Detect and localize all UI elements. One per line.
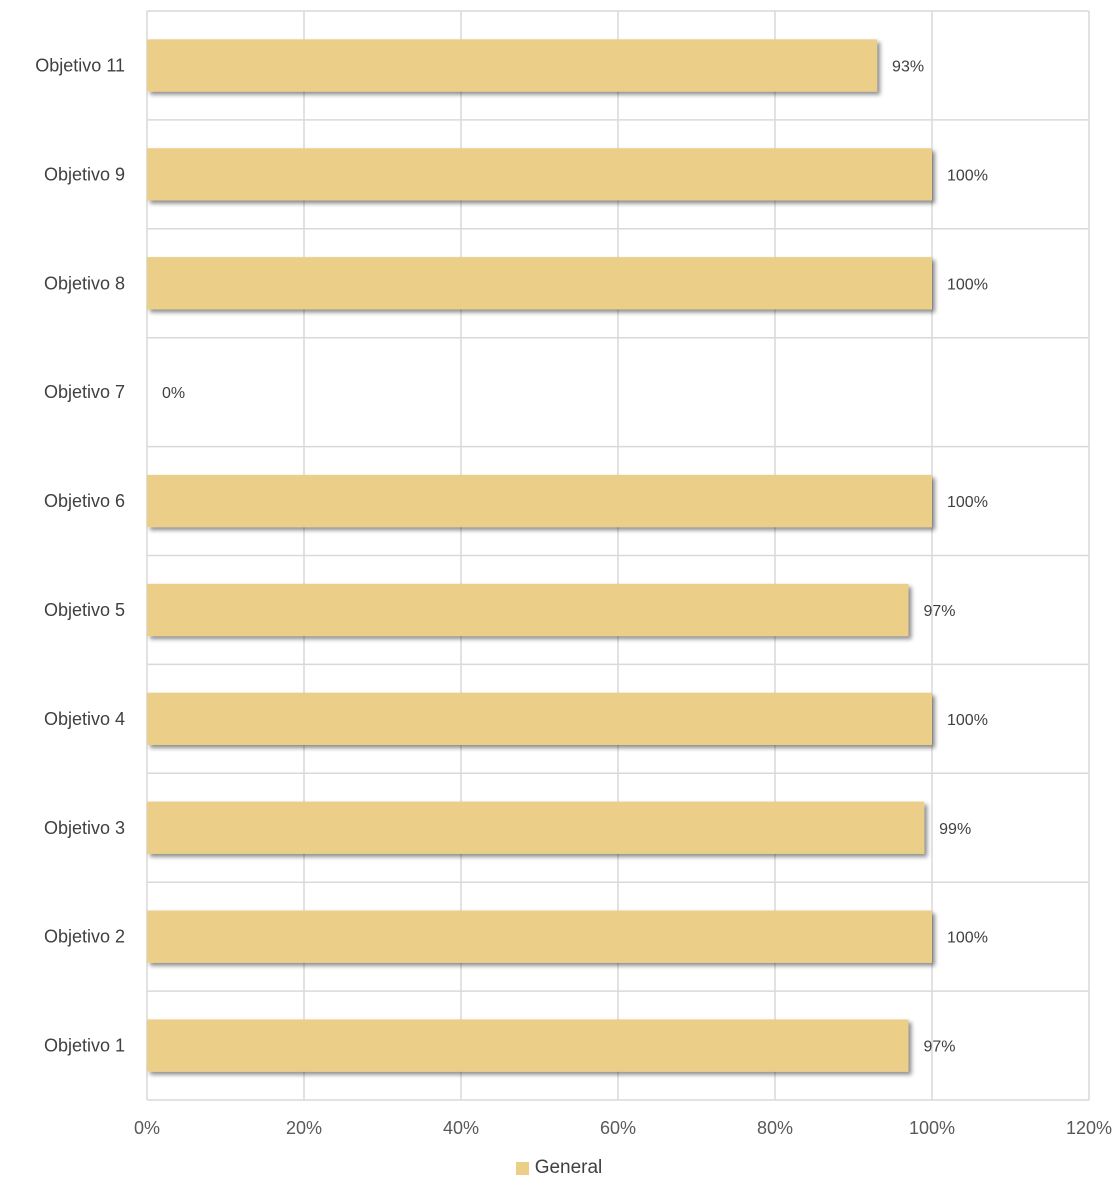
x-tick-label: 40% — [443, 1118, 479, 1138]
category-label: Objetivo 1 — [44, 1036, 125, 1056]
x-tick-label: 20% — [286, 1118, 322, 1138]
category-label: Objetivo 7 — [44, 382, 125, 402]
bar — [147, 257, 932, 310]
bar — [147, 148, 932, 201]
x-tick-label: 0% — [134, 1118, 160, 1138]
category-label: Objetivo 8 — [44, 273, 125, 293]
data-label: 100% — [947, 167, 988, 184]
legend-swatch-general — [515, 1161, 529, 1175]
legend: General — [0, 1157, 1118, 1179]
bar — [147, 801, 925, 854]
bar — [147, 583, 909, 637]
bar — [147, 1019, 909, 1072]
bar — [147, 910, 932, 963]
legend-label-general: General — [534, 1157, 603, 1178]
bar — [147, 474, 932, 528]
bar — [147, 692, 932, 745]
x-tick-label: 100% — [909, 1118, 955, 1138]
category-label: Objetivo 3 — [44, 818, 125, 838]
x-tick-label: 80% — [757, 1118, 793, 1138]
data-label: 100% — [947, 276, 988, 293]
data-label: 0% — [162, 385, 185, 402]
labels: 0% 20% 40% 60% 80% 100% 120% Objetivo 11 93% Obje… — [35, 55, 1112, 1138]
category-label: Objetivo 6 — [44, 491, 125, 511]
data-label: 99% — [939, 821, 971, 838]
data-label: 100% — [947, 494, 988, 511]
category-label: Objetivo 4 — [44, 709, 125, 729]
data-label: 100% — [947, 930, 988, 947]
category-label: Objetivo 11 — [35, 55, 125, 75]
data-label: 97% — [923, 1039, 955, 1056]
x-tick-label: 120% — [1066, 1118, 1112, 1138]
data-label: 100% — [947, 712, 988, 729]
category-label: Objetivo 9 — [44, 164, 125, 184]
bars — [147, 39, 932, 1072]
data-label: 93% — [892, 58, 924, 75]
chart-canvas: 0% 20% 40% 60% 80% 100% 120% Objetivo 11 93% Obje… — [35, 10, 1112, 1138]
bar — [147, 39, 878, 92]
x-tick-label: 60% — [600, 1118, 636, 1138]
category-label: Objetivo 5 — [44, 600, 125, 620]
data-label: 97% — [923, 603, 955, 620]
category-label: Objetivo 2 — [44, 927, 125, 947]
